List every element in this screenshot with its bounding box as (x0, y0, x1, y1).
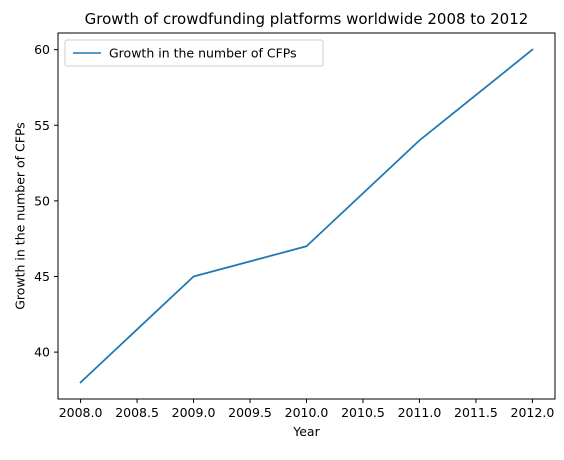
x-tick-label: 2011.5 (454, 405, 498, 420)
series-line (81, 50, 533, 383)
x-tick-label: 2010.0 (285, 405, 329, 420)
y-tick-label: 45 (34, 269, 50, 284)
y-tick-label: 40 (34, 345, 50, 360)
x-tick-label: 2009.0 (172, 405, 216, 420)
x-tick-label: 2010.5 (341, 405, 385, 420)
y-axis-label: Growth in the number of CFPs (12, 122, 27, 310)
plot-area-frame (58, 33, 555, 399)
y-tick-label: 60 (34, 42, 50, 57)
x-tick-label: 2012.0 (511, 405, 555, 420)
x-tick-label: 2009.5 (228, 405, 272, 420)
legend-label: Growth in the number of CFPs (109, 46, 297, 61)
y-tick-label: 50 (34, 193, 50, 208)
x-axis-label: Year (292, 424, 320, 439)
x-tick-label: 2011.0 (398, 405, 442, 420)
chart-title: Growth of crowdfunding platforms worldwi… (85, 10, 529, 28)
legend: Growth in the number of CFPs (65, 40, 323, 66)
x-tick-label: 2008.0 (59, 405, 103, 420)
y-tick-label: 55 (34, 118, 50, 133)
x-tick-label: 2008.5 (115, 405, 159, 420)
